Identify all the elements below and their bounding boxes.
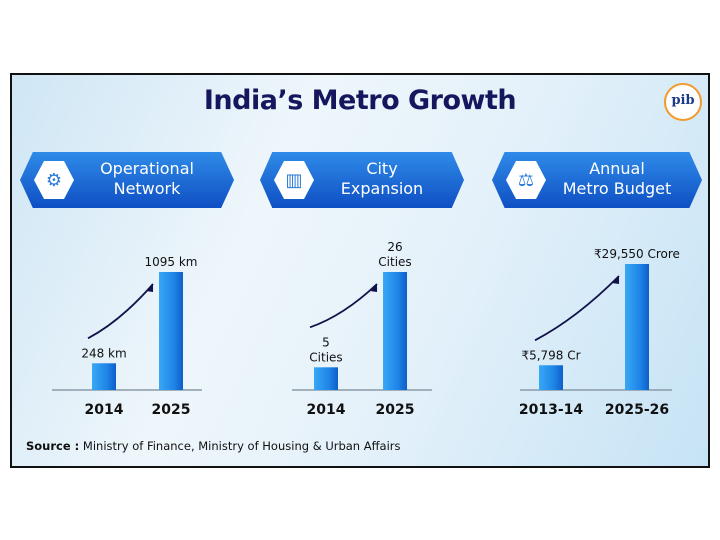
banner-label: City	[366, 159, 398, 178]
trend-arrow	[309, 283, 378, 329]
source-label: Source :	[26, 439, 80, 453]
bar	[159, 272, 183, 390]
data-label: Cities	[378, 255, 411, 269]
banner-annual-metro-budget: ⚖ Annual Metro Budget	[492, 152, 702, 208]
x-tick-label: 2025	[152, 402, 191, 418]
data-label: Cities	[309, 350, 342, 364]
source-note: Source : Ministry of Finance, Ministry o…	[26, 439, 401, 453]
bar	[539, 365, 563, 390]
arrow-head-icon	[146, 284, 154, 293]
bar	[92, 363, 116, 390]
x-tick-label: 2025-26	[605, 402, 669, 418]
banner-label: Operational	[100, 159, 194, 178]
chart-metro-budget: 2013-14 ₹5,798 Cr 2025-26 ₹29,550 Crore	[519, 247, 680, 418]
banner-city-expansion: ▥ City Expansion	[260, 152, 464, 208]
data-label: ₹29,550 Crore	[594, 247, 680, 261]
data-label: 1095 km	[145, 255, 198, 269]
banner-operational-network: ⚙ Operational Network	[20, 152, 234, 208]
banner-label: Network	[113, 179, 181, 198]
trend-arrow	[87, 283, 154, 340]
banner-label: Annual	[589, 159, 645, 178]
banner-label: Expansion	[340, 179, 424, 198]
x-tick-label: 2014	[307, 402, 346, 418]
data-label: 248 km	[81, 346, 126, 360]
source-text: Ministry of Finance, Ministry of Housing…	[79, 439, 401, 453]
data-label: ₹5,798 Cr	[521, 348, 580, 362]
budget-icon: ⚖	[506, 161, 546, 199]
x-tick-label: 2014	[85, 402, 124, 418]
arrow-head-icon	[370, 284, 378, 293]
network-icon: ⚙	[34, 161, 74, 199]
arrow-head-icon	[612, 276, 620, 285]
page-title: India’s Metro Growth	[203, 85, 517, 116]
infographic: India’s Metro Growth pib ⚙ Operational Ne…	[10, 73, 710, 468]
city-buildings-icon: ▥	[274, 161, 314, 199]
bar	[314, 367, 338, 390]
data-label: 5	[322, 335, 330, 349]
banner-label: Metro Budget	[562, 179, 672, 198]
chart-operational-network: 2014 248 km 2025 1095 km	[52, 255, 202, 418]
data-label: 26	[387, 240, 402, 254]
trend-arrow	[534, 275, 620, 342]
bar	[383, 272, 407, 390]
x-tick-label: 2025	[376, 402, 415, 418]
bar	[625, 264, 649, 390]
x-tick-label: 2013-14	[519, 402, 584, 418]
pib-logo: pib	[664, 83, 702, 121]
